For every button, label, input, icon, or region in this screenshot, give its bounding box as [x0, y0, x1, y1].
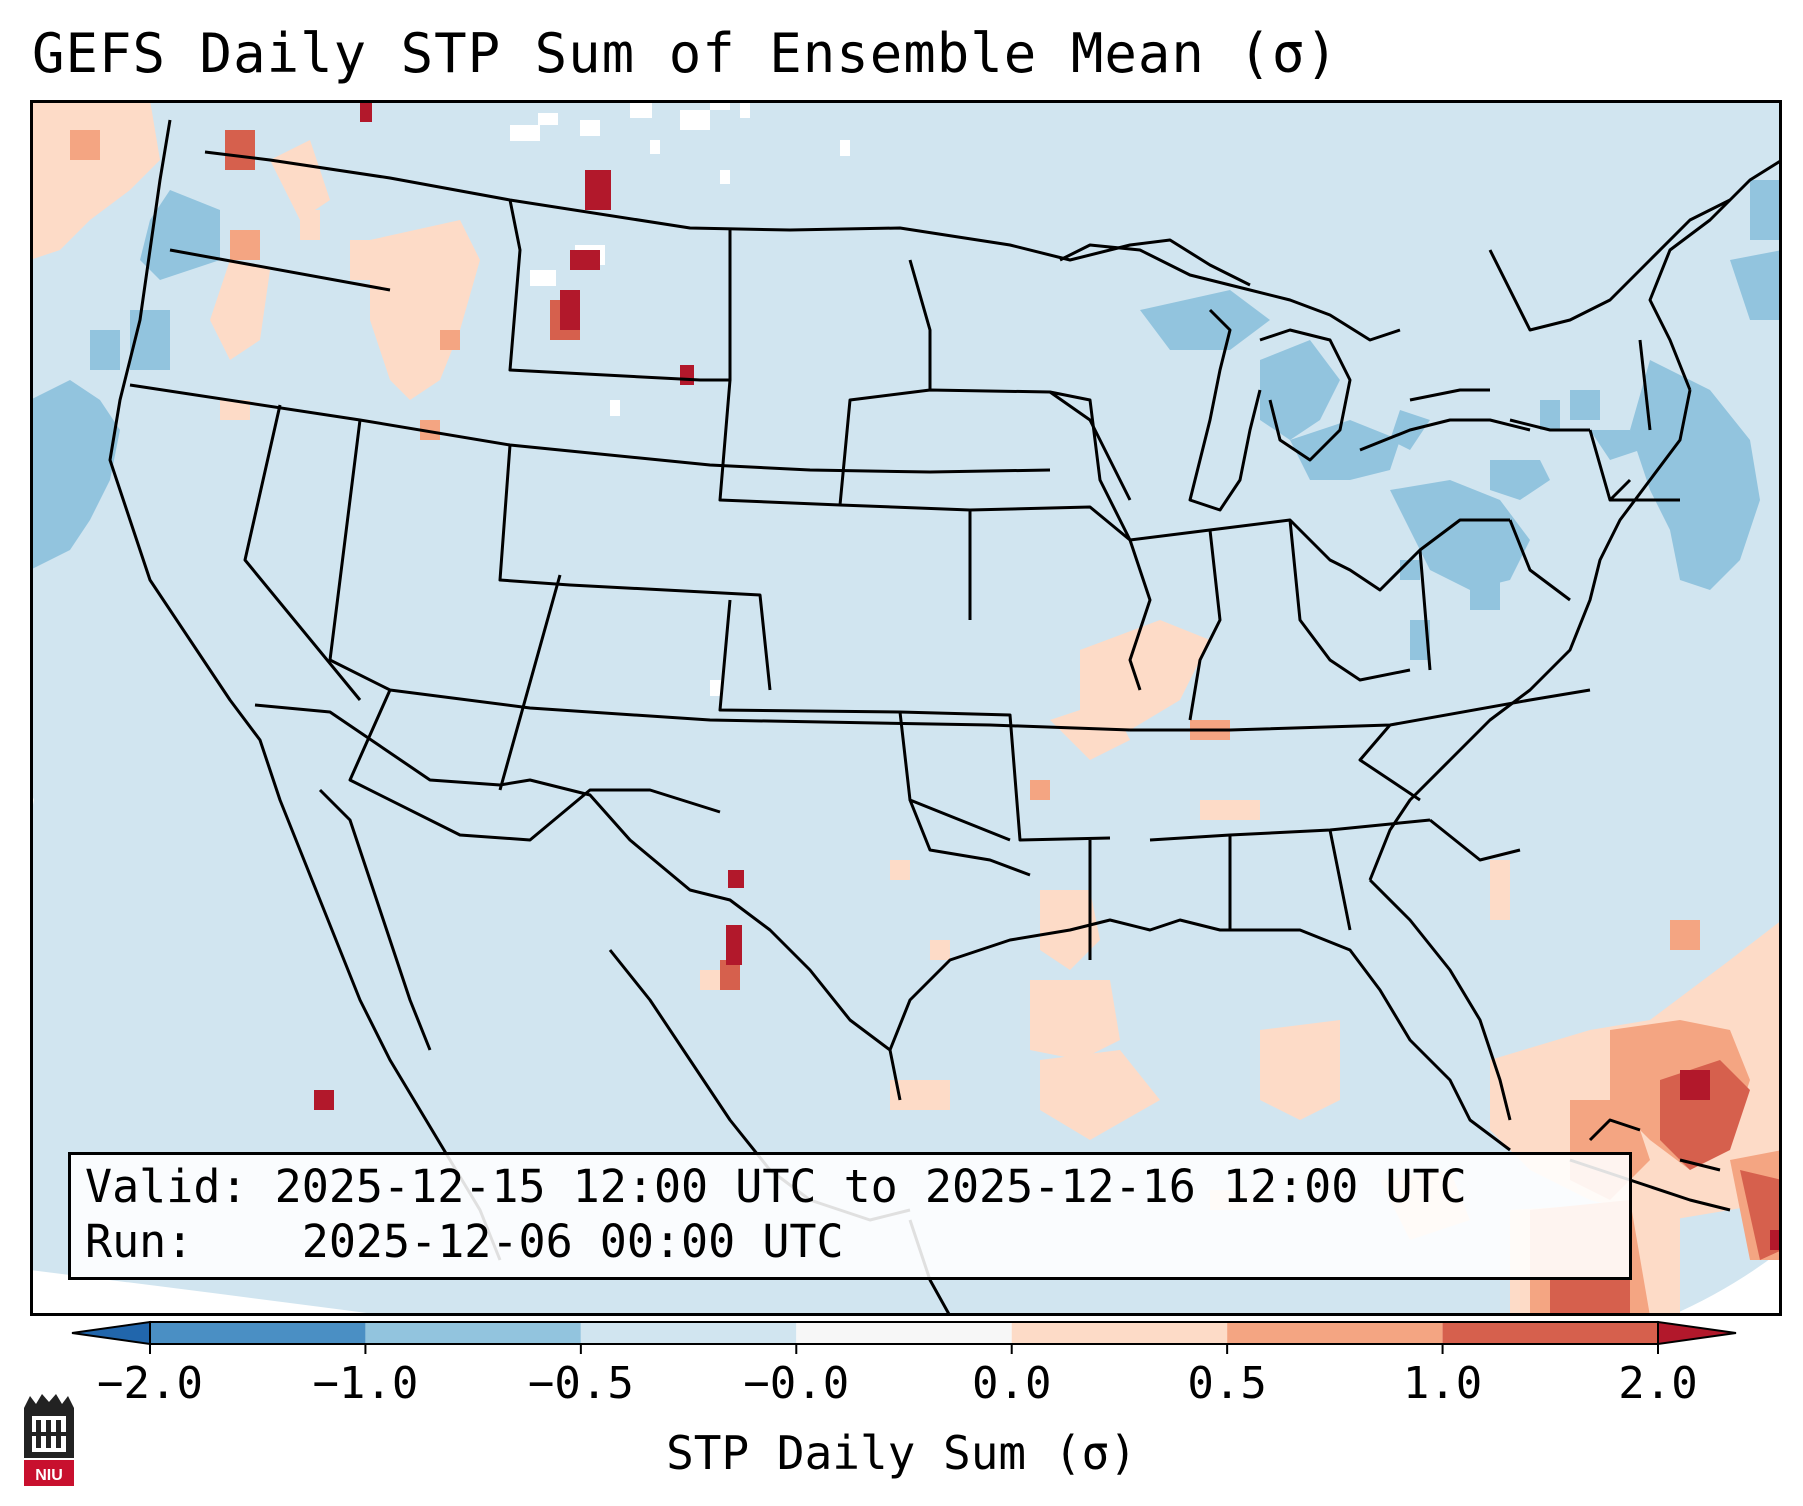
colorbar-bin — [365, 1322, 581, 1344]
colorbar: −2.0 −1.0 −0.5 −0.0 0.0 0.5 1.0 2.0 — [70, 1318, 1738, 1409]
outside-domain-right — [1670, 1250, 1782, 1316]
map-panel — [30, 100, 1782, 1316]
colorbar-bin — [150, 1322, 366, 1344]
colorbar-tick-label: −0.0 — [743, 1358, 849, 1402]
colorbar-tick-label: 0.0 — [972, 1358, 1051, 1402]
valid-run-infobox: Valid: 2025-12-15 12:00 UTC to 2025-12-1… — [68, 1152, 1632, 1280]
colorbar-bin — [796, 1322, 1012, 1344]
chart-title: GEFS Daily STP Sum of Ensemble Mean (σ) — [32, 22, 1339, 85]
negative-anomaly-areas — [30, 180, 1782, 660]
colorbar-label: STP Daily Sum (σ) — [666, 1426, 1137, 1480]
logo-text: NIU — [35, 1467, 63, 1484]
run-value: 2025-12-06 00:00 UTC — [301, 1215, 844, 1268]
colorbar-tick-label: 0.5 — [1187, 1358, 1266, 1402]
colorbar-border — [149, 1321, 1659, 1345]
map-border — [30, 100, 1782, 1316]
colorbar-over-extension — [1657, 1320, 1737, 1346]
colorbar-tick-label: 1.0 — [1403, 1358, 1482, 1402]
outside-domain-left — [30, 1270, 390, 1316]
colorbar-bin — [1011, 1322, 1228, 1344]
colorbar-tick-label: −2.0 — [97, 1358, 203, 1402]
colorbar-bin — [1442, 1322, 1658, 1344]
run-label: Run: — [85, 1215, 194, 1268]
colorbar-tick-label: −0.5 — [528, 1358, 634, 1402]
colorbar-bin — [1227, 1322, 1443, 1344]
colorbar-bin — [580, 1322, 797, 1344]
valid-label: Valid: — [85, 1160, 248, 1213]
colorbar-under-extension — [71, 1320, 151, 1346]
niu-tower-icon: NIU — [20, 1390, 78, 1490]
colorbar-tick-label: −1.0 — [312, 1358, 418, 1402]
colorbar-tick-label: 2.0 — [1618, 1358, 1697, 1402]
valid-value: 2025-12-15 12:00 UTC to 2025-12-16 12:00… — [274, 1160, 1467, 1213]
